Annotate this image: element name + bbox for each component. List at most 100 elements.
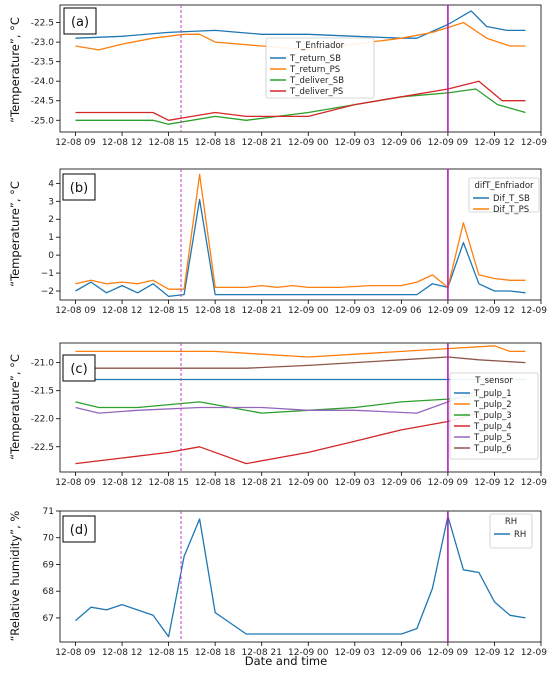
legend-entry: T_pulp_4: [473, 422, 512, 432]
x-tick-label: 12-08 15: [148, 306, 188, 316]
y-tick-label: 67: [43, 614, 54, 624]
legend-entry: T_pulp_5: [473, 433, 512, 443]
panel-label: (a): [71, 15, 89, 30]
series-line-dif-t-sb: [75, 198, 526, 298]
series-line-t-pulp-6: [75, 356, 526, 369]
x-tick-label: 12-09 12: [474, 478, 514, 488]
x-tick-label: 12-09 06: [381, 648, 422, 658]
y-tick-label: 70: [43, 534, 55, 544]
panel-a: -22.5 -23.0 -23.5 -24.0 -24.5 -25.0 12-08 09 12…: [8, 4, 550, 148]
y-tick-label: -22.5: [31, 19, 54, 29]
y-axis-label: “Relative humidity”, %: [8, 511, 22, 642]
x-tick-label: 12-08 21: [241, 648, 281, 658]
x-tick-label: 12-09 09: [428, 478, 469, 488]
series-line-t-pulp-2: [75, 345, 526, 358]
x-tick-label: 12-09 12: [474, 648, 514, 658]
x-tick-label: 12-08 18: [195, 648, 236, 658]
x-tick-label: 12-09 00: [288, 478, 329, 488]
y-tick-label: −2: [41, 287, 54, 297]
y-tick-label: -23.0: [31, 38, 55, 48]
legend-title: T_sensor: [474, 376, 513, 386]
x-tick-label: 12-09 00: [288, 138, 329, 148]
legend-title: RH: [505, 517, 517, 527]
panel-c: -21.0 -21.5 -22.0 -22.5 12-08 09 12-08 12 12-0…: [8, 342, 550, 488]
x-tick-label: 12-08 09: [55, 648, 96, 658]
legend-entry: T_pulp_1: [473, 389, 512, 399]
y-tick-label: 69: [43, 560, 55, 570]
x-tick-label: 12-08 09: [55, 306, 96, 316]
legend: T_sensor T_pulp_1T_pulp_2T_pulp_3T_pulp_4…: [449, 372, 539, 460]
legend-entry: T_return_SB: [289, 54, 341, 64]
legend-entry: T_deliver_PS: [289, 87, 343, 97]
x-tick-label: 12-08 12: [102, 478, 142, 488]
y-tick-label: -22.0: [31, 415, 55, 425]
x-tick-label: 12-09 09: [428, 306, 469, 316]
y-tick-label: 4: [48, 179, 54, 189]
x-tick-label: 12-09 00: [288, 648, 329, 658]
panel-label: (b): [70, 181, 88, 196]
series-line-t-deliver-sb: [75, 88, 526, 125]
series-line-t-return-sb: [75, 10, 526, 39]
legend: RH RH: [489, 513, 533, 549]
x-tick-label: 12-08 12: [102, 648, 142, 658]
series-line-t-pulp-5: [75, 390, 480, 414]
legend-title: T_Enfriador: [295, 41, 345, 51]
legend-entry: T_deliver_SB: [289, 76, 344, 86]
y-tick-label: 2: [48, 215, 54, 225]
plot-frame: [59, 510, 542, 643]
series-line-dif-t-ps: [75, 173, 526, 290]
y-tick-label: 3: [48, 197, 54, 207]
x-tick-label: 12-08 09: [55, 478, 96, 488]
x-tick-label: 12-09 15: [521, 138, 550, 148]
x-tick-label: 12-09 09: [428, 648, 469, 658]
legend: T_EnfriadorT_return_SBT_return_PST_deliv…: [265, 37, 375, 99]
legend-entry: Dif_T_SB: [493, 194, 530, 204]
y-tick-label: 68: [43, 587, 55, 597]
legend-entry: RH: [514, 530, 526, 540]
panel-b: 4 3 2 1 0 −1 −212-08 09 12-08 12 12-08 15 12-08 1…: [8, 168, 550, 316]
series-line-rh: [75, 515, 526, 638]
legend-title: difT_Enfriador: [474, 181, 534, 191]
y-tick-label: -24.0: [31, 77, 55, 87]
y-tick-label: 1: [48, 233, 54, 243]
x-tick-label: 12-08 15: [148, 648, 188, 658]
legend-entry: T_pulp_3: [473, 411, 512, 421]
x-tick-label: 12-08 18: [195, 306, 236, 316]
legend-box: [449, 372, 539, 460]
x-tick-label: 12-09 15: [521, 306, 550, 316]
x-tick-label: 12-08 21: [241, 478, 281, 488]
x-tick-label: 12-09 09: [428, 138, 469, 148]
x-tick-label: 12-09 15: [521, 478, 550, 488]
x-tick-label: 12-08 12: [102, 138, 142, 148]
panel-d: 71 70 69 68 67 12-08 09 12-08 12 12-08 15 12-08 …: [8, 507, 550, 658]
x-tick-label: 12-09 06: [381, 138, 422, 148]
x-tick-label: 12-09 06: [381, 306, 422, 316]
panel-label-box: [62, 173, 96, 201]
x-axis-label: Date and time: [245, 654, 327, 668]
y-tick-label: -22.5: [31, 443, 54, 453]
x-tick-label: 12-08 18: [195, 478, 236, 488]
y-axis-label: “Temperature”, °C: [8, 181, 22, 287]
y-tick-label: -24.5: [31, 97, 54, 107]
x-tick-label: 12-09 12: [474, 306, 514, 316]
legend-box: [468, 177, 540, 213]
x-tick-label: 12-08 09: [55, 138, 96, 148]
x-tick-label: 12-08 12: [102, 306, 142, 316]
y-tick-label: -25.0: [31, 116, 55, 126]
y-tick-label: -23.5: [31, 58, 54, 68]
x-tick-label: 12-09 15: [521, 648, 550, 658]
x-tick-label: 12-09 03: [335, 648, 375, 658]
x-tick-label: 12-09 03: [335, 306, 375, 316]
panel-label-box: [62, 354, 96, 382]
x-tick-label: 12-09 03: [335, 478, 375, 488]
x-tick-label: 12-09 00: [288, 306, 329, 316]
x-tick-label: 12-09 06: [381, 478, 422, 488]
x-tick-label: 12-08 21: [241, 306, 281, 316]
y-axis-label: “Temperature”, °C: [8, 354, 22, 460]
y-axis-label: “Temperature”, °C: [8, 17, 22, 123]
y-tick-label: -21.0: [31, 359, 55, 369]
x-tick-label: 12-08 15: [148, 138, 188, 148]
y-tick-label: −1: [41, 269, 54, 279]
